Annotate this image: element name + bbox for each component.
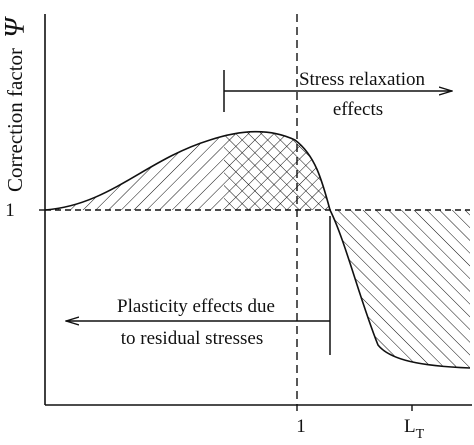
plasticity-text-line2: to residual stresses bbox=[121, 328, 263, 349]
x-tick-lt-main: L bbox=[404, 416, 416, 437]
stress-relaxation-text-line1: Stress relaxation bbox=[299, 69, 426, 90]
plasticity-text-line1: Plasticity effects due bbox=[117, 296, 275, 317]
cross-hatched-area bbox=[224, 131, 330, 210]
x-tick-lt-sub: T bbox=[416, 427, 425, 440]
correction-factor-curve bbox=[44, 130, 471, 369]
hatched-area-lower bbox=[330, 210, 470, 368]
stress-relaxation-text-line2: effects bbox=[333, 99, 383, 120]
x-tick-lt-label: LT bbox=[404, 416, 425, 440]
y-tick-1-label: 1 bbox=[5, 200, 15, 221]
y-axis-symbol: Ψ bbox=[0, 16, 31, 38]
y-axis-label: Correction factor bbox=[3, 48, 27, 192]
x-tick-1-label: 1 bbox=[296, 416, 306, 437]
